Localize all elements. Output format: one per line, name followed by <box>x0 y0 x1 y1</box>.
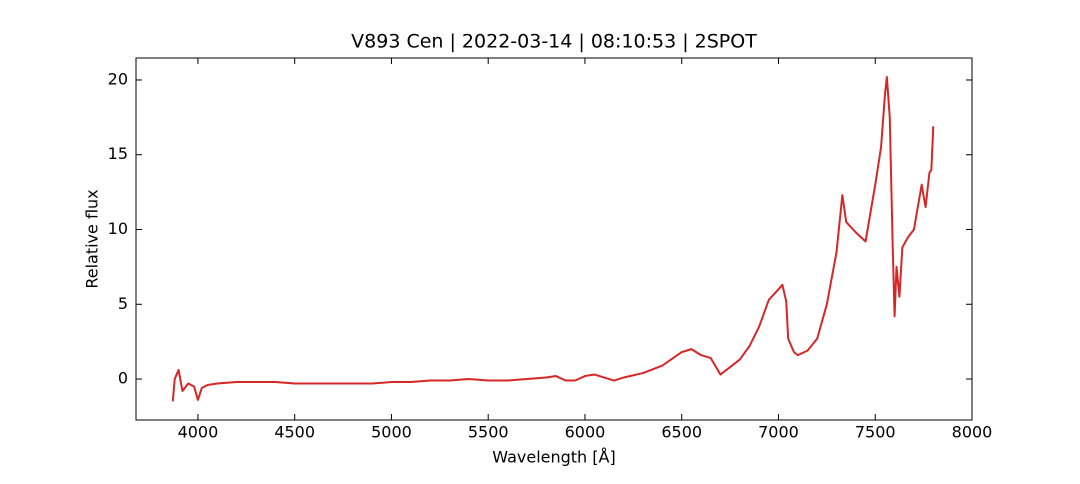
y-tick-label: 0 <box>118 369 128 388</box>
spectrum-line <box>171 75 935 402</box>
x-axis-label: Wavelength [Å] <box>492 448 615 467</box>
x-tick-label: 7500 <box>855 423 896 442</box>
x-tick-label: 6500 <box>661 423 702 442</box>
plot-frame <box>135 57 973 421</box>
y-tick-label: 15 <box>108 144 128 163</box>
y-tick-label: 20 <box>108 69 128 88</box>
x-tick-label: 6000 <box>565 423 606 442</box>
x-tick-label: 5000 <box>371 423 412 442</box>
chart-title: V893 Cen | 2022-03-14 | 08:10:53 | 2SPOT <box>351 31 757 53</box>
x-tick-label: 4500 <box>274 423 315 442</box>
x-tick-label: 4000 <box>178 423 219 442</box>
y-tick-label: 5 <box>118 294 128 313</box>
y-axis-label: Relative flux <box>83 189 102 288</box>
x-tick-label: 7000 <box>758 423 799 442</box>
y-tick-label: 10 <box>108 219 128 238</box>
x-tick-label: 8000 <box>952 423 993 442</box>
x-tick-label: 5500 <box>468 423 509 442</box>
